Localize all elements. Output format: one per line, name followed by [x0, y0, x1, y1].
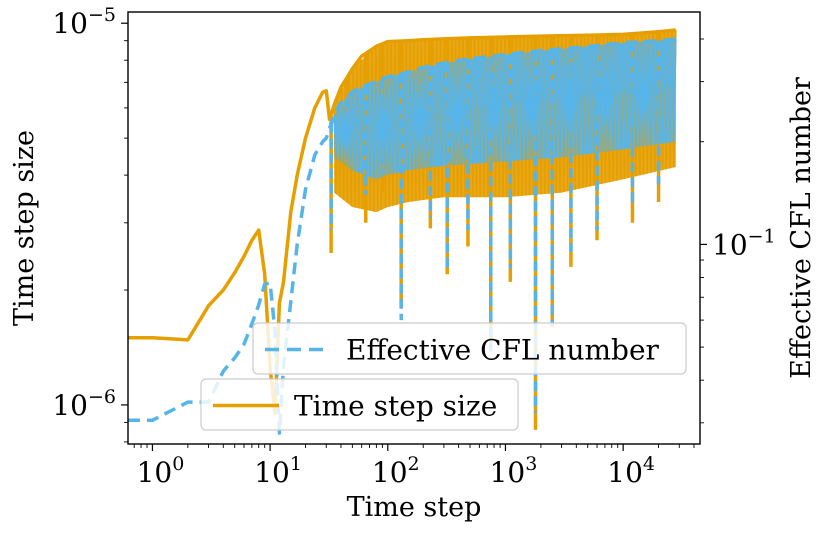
x-axis-label: Time step	[347, 492, 482, 523]
left-y-tick-label: 10−5	[52, 4, 116, 40]
legend-box	[252, 322, 687, 375]
x-tick-label: 103	[490, 453, 538, 489]
tick-layer: 100 101 102 103 104 10−6 10−5 10−1	[52, 4, 775, 489]
x-tick-label: 104	[607, 453, 655, 489]
series-line	[128, 28, 676, 416]
x-tick-label: 101	[254, 453, 302, 489]
series-line-layer	[128, 28, 677, 435]
right-y-axis-label: Effective CFL number	[786, 77, 817, 379]
legend-layer: Effective CFL number Time step size	[200, 322, 687, 431]
left-y-tick-label: 10−6	[52, 386, 116, 422]
series-line	[128, 37, 676, 435]
left-y-axis-label: Time step size	[9, 130, 40, 326]
right-y-tick-label: 10−1	[712, 225, 776, 261]
legend-cfl: Effective CFL number	[252, 322, 687, 375]
legend-box	[200, 378, 519, 431]
legend-label: Time step size	[294, 390, 497, 423]
x-tick-label: 102	[372, 453, 420, 489]
plot-frame	[127, 11, 701, 445]
x-tick-label: 100	[137, 453, 185, 489]
legend-label: Effective CFL number	[346, 334, 660, 367]
legend-time-step-size: Time step size	[200, 378, 519, 431]
